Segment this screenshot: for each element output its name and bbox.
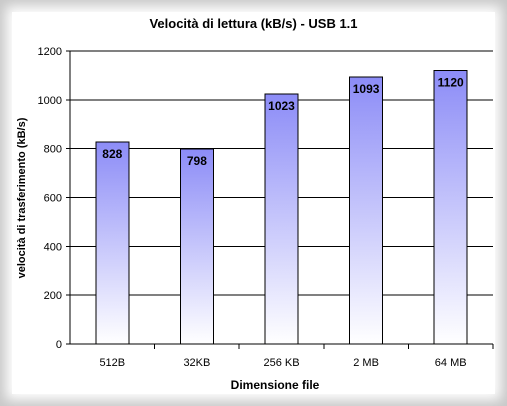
- bar: [179, 148, 214, 345]
- chart-title: Velocità di lettura (kB/s) - USB 1.1: [149, 16, 358, 31]
- y-tick-label: 1000: [38, 95, 62, 107]
- x-tick-label: 512B: [99, 357, 125, 369]
- y-tick-label: 400: [44, 241, 62, 253]
- data-label: 798: [187, 154, 207, 168]
- x-tick-label: 32KB: [183, 357, 210, 369]
- data-label: 1120: [438, 76, 464, 90]
- data-label: 828: [102, 147, 122, 161]
- y-tick-label: 800: [44, 144, 62, 156]
- y-tick-label: 600: [44, 193, 62, 205]
- data-label: 1093: [353, 82, 380, 96]
- x-tick-label: 64 MB: [435, 357, 467, 369]
- bar: [264, 93, 299, 345]
- bar: [433, 70, 468, 345]
- x-tick-label: 256 KB: [263, 357, 299, 369]
- bar: [349, 76, 384, 345]
- y-tick-label: 1200: [38, 46, 62, 58]
- data-label: 1023: [268, 99, 295, 113]
- y-tick-label: 200: [44, 290, 62, 302]
- x-tick-label: 2 MB: [353, 357, 379, 369]
- y-axis-label: velocità di trasferimento (kB/s): [16, 117, 28, 279]
- bar: [95, 141, 130, 345]
- y-tick-label: 0: [56, 339, 62, 351]
- x-axis-label: Dimensione file: [230, 378, 320, 392]
